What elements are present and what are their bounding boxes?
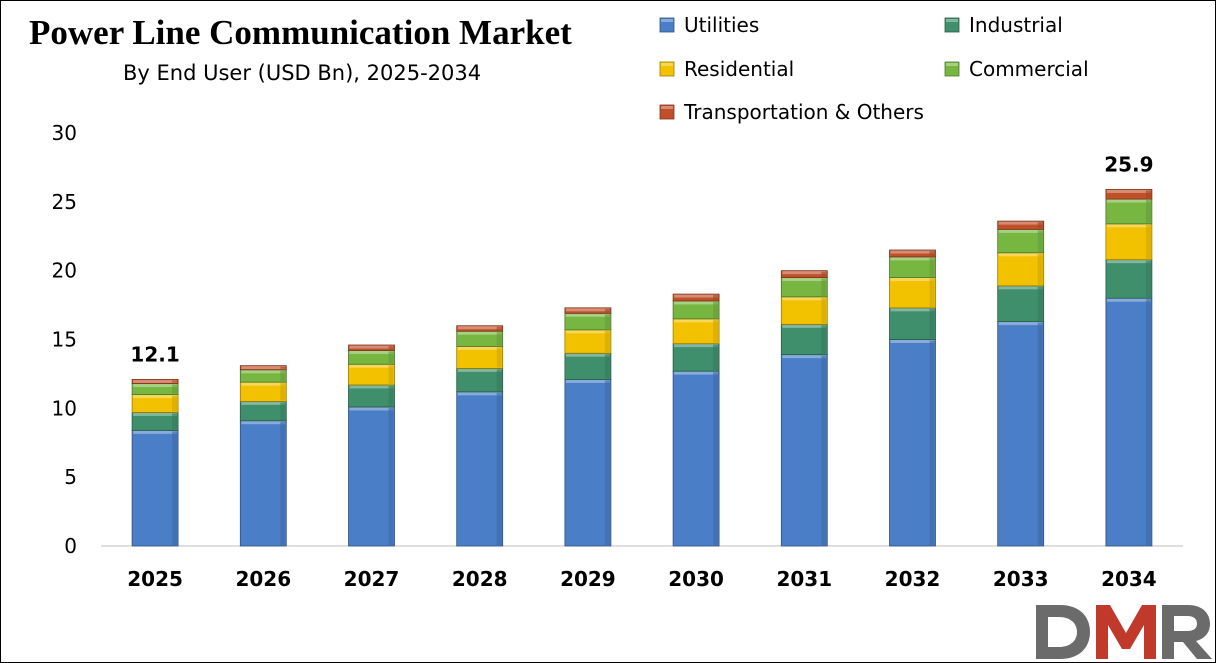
bar-segment-residential-2033 [997, 252, 1045, 287]
bar-segment-transportation-others-2031 [780, 270, 828, 278]
bar-segment-residential-2034 [1105, 223, 1153, 261]
bar-segment-commercial-2030 [672, 300, 720, 320]
x-tick-label: 2034 [1101, 567, 1157, 591]
bar-segment-utilities-2026 [239, 420, 287, 547]
bar-segment-commercial-2031 [780, 277, 828, 298]
y-tick-label: 5 [64, 465, 77, 489]
dmr-logo-letter-m [1096, 605, 1156, 659]
legend-label: Commercial [969, 57, 1089, 81]
x-tick-label: 2032 [885, 567, 941, 591]
data-label: 12.1 [130, 342, 179, 366]
bar-segment-industrial-2028 [456, 368, 504, 393]
bar-segment-residential-2030 [672, 318, 720, 345]
legend-item-transportation-others: Transportation & Others [659, 100, 924, 124]
legend-label: Utilities [684, 13, 759, 37]
bar-segment-utilities-2031 [780, 354, 828, 547]
bar-segment-commercial-2029 [564, 312, 612, 331]
bar-segment-industrial-2029 [564, 352, 612, 380]
x-tick-label: 2033 [993, 567, 1049, 591]
x-tick-label: 2028 [452, 567, 508, 591]
legend-item-utilities: Utilities [659, 13, 759, 37]
bar-segment-residential-2027 [348, 363, 395, 386]
bar-segment-residential-2032 [889, 277, 936, 309]
chart-title: Power Line Communication Market [29, 13, 572, 52]
legend-item-residential: Residential [659, 57, 794, 81]
bar-segment-industrial-2030 [672, 343, 720, 372]
bar-segment-utilities-2025 [131, 429, 179, 547]
bar-segment-industrial-2031 [780, 323, 828, 356]
legend-item-commercial: Commercial [944, 57, 1089, 81]
x-tick-label: 2029 [560, 567, 616, 591]
bar-segment-residential-2028 [456, 345, 504, 369]
bar-segment-industrial-2034 [1105, 259, 1153, 299]
legend-label: Industrial [969, 13, 1063, 37]
bar-segment-commercial-2027 [348, 350, 395, 365]
bar-segment-commercial-2034 [1105, 198, 1153, 225]
bar-segment-utilities-2028 [456, 391, 504, 547]
bar-segment-industrial-2033 [997, 285, 1045, 323]
bar-segment-transportation-others-2034 [1105, 189, 1153, 200]
bar-segment-transportation-others-2033 [997, 220, 1045, 230]
bar-segment-utilities-2027 [348, 406, 395, 547]
bar-segment-industrial-2026 [239, 401, 287, 422]
bar-segment-transportation-others-2026 [239, 365, 287, 371]
y-tick-label: 20 [52, 259, 77, 283]
y-tick-label: 0 [64, 534, 77, 558]
bar-segment-industrial-2032 [889, 307, 936, 340]
bar-segment-industrial-2027 [348, 384, 395, 408]
dmr-logo [1036, 605, 1212, 659]
bar-segment-utilities-2030 [672, 370, 720, 547]
bar-segment-transportation-others-2027 [348, 344, 395, 351]
dmr-logo-letter-d [1036, 605, 1090, 659]
bar-segment-residential-2029 [564, 329, 612, 354]
x-tick-label: 2030 [668, 567, 724, 591]
chart-subtitle: By End User (USD Bn), 2025-2034 [123, 61, 482, 85]
bar-segment-transportation-others-2030 [672, 293, 720, 302]
y-tick-label: 10 [52, 396, 77, 420]
bar-segment-commercial-2026 [239, 369, 287, 383]
legend-item-industrial: Industrial [944, 13, 1063, 37]
bar-segment-utilities-2034 [1105, 297, 1153, 547]
bar-segment-commercial-2025 [131, 383, 179, 395]
bar-segment-commercial-2032 [889, 256, 936, 278]
bar-segment-transportation-others-2028 [456, 325, 504, 332]
bar-segment-residential-2025 [131, 394, 179, 413]
bar-segment-industrial-2025 [131, 412, 179, 431]
x-tick-label: 2031 [776, 567, 832, 591]
y-tick-label: 25 [52, 190, 77, 214]
data-label: 25.9 [1104, 152, 1153, 176]
dmr-logo-letter-r [1162, 605, 1212, 659]
bar-segment-utilities-2033 [997, 321, 1045, 547]
bar-segment-commercial-2028 [456, 330, 504, 347]
bar-segment-utilities-2032 [889, 339, 936, 547]
bar-segment-residential-2031 [780, 296, 828, 325]
bar-segment-transportation-others-2025 [131, 379, 179, 384]
legend-label: Transportation & Others [683, 100, 924, 124]
y-tick-label: 30 [52, 121, 77, 145]
bar-segment-transportation-others-2029 [564, 307, 612, 314]
legend-label: Residential [684, 57, 794, 81]
bar-segment-utilities-2029 [564, 379, 612, 547]
bar-segment-commercial-2033 [997, 228, 1045, 254]
x-tick-label: 2025 [127, 567, 183, 591]
bar-segment-transportation-others-2032 [889, 249, 936, 258]
x-tick-label: 2027 [344, 567, 400, 591]
y-tick-label: 15 [52, 328, 77, 352]
x-tick-label: 2026 [235, 567, 291, 591]
bar-segment-residential-2026 [239, 381, 287, 402]
